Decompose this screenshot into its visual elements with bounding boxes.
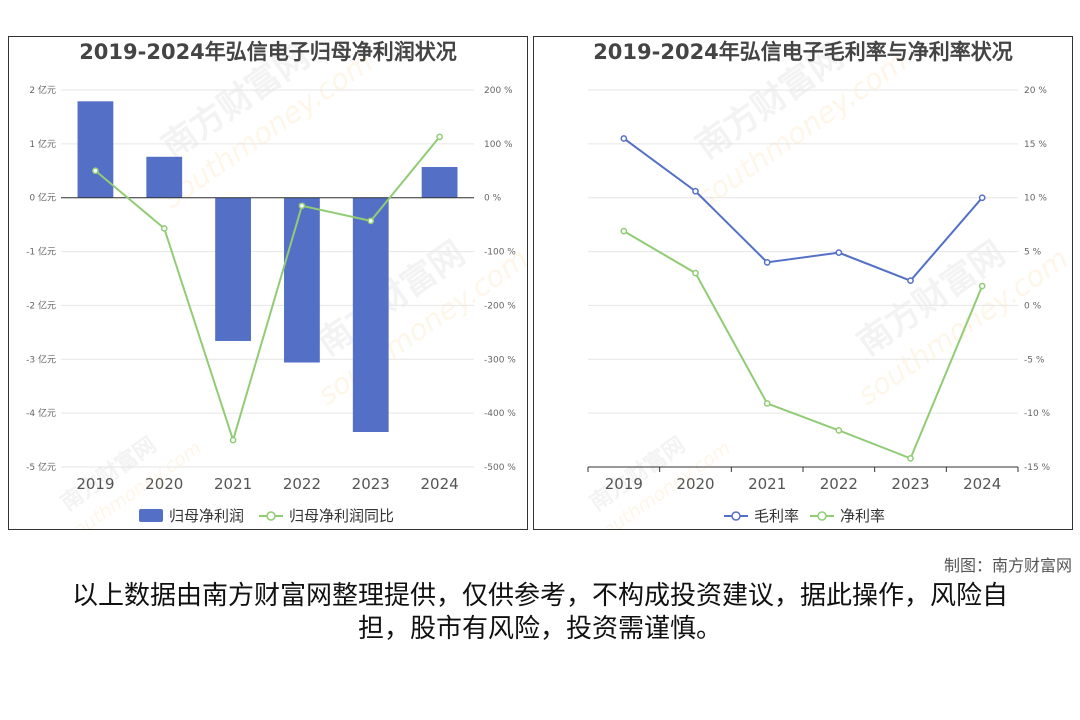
y-left-tick-label: -1 亿元 <box>26 246 56 258</box>
y-left-tick-label: 2 亿元 <box>29 84 56 96</box>
x-tick-label: 2021 <box>214 475 252 493</box>
y-left-tick-label: -5 亿元 <box>26 461 56 473</box>
legend-marker-net-margin <box>817 511 827 521</box>
y-right-tick-label: -400 % <box>484 409 516 419</box>
margin-chart-panel: 南方财富网 southmoney.com 南方财富网 southmoney.com 南方… <box>533 36 1073 530</box>
gross-margin-point-2024 <box>978 194 986 202</box>
gross-margin-point-2020 <box>692 187 699 195</box>
watermark: 南方财富网southmoney.com南方财富网southmoney.com南方… <box>585 37 1072 529</box>
legend-label-gross-margin: 毛利率 <box>754 507 799 525</box>
net-profit-chart-panel: 南方财富网 southmoney.com 南方财富网 southmoney.com 南方… <box>8 36 528 530</box>
legend-swatch-net-profit <box>139 509 163 522</box>
chart-title: 2019-2024年弘信电子归母净利润状况 <box>79 40 457 64</box>
y-right-tick-label: -500 % <box>484 463 516 473</box>
net-margin-point-2021 <box>763 400 771 407</box>
y-right-tick-label: -5 % <box>1024 355 1045 365</box>
y-right-tick-label: 100 % <box>484 140 513 150</box>
legend-marker-gross-margin <box>731 511 741 521</box>
net-margin-point-2024 <box>978 282 986 290</box>
bar-2021 <box>215 197 251 341</box>
legend-label-yoy: 归母净利润同比 <box>289 507 394 525</box>
yoy-point-2021 <box>229 436 237 444</box>
y-right-tick-label: -15 % <box>1024 463 1051 473</box>
x-tick-label: 2020 <box>145 475 183 493</box>
series-line-net-margin <box>623 230 984 460</box>
y-right-tick-label: 5 % <box>1024 248 1042 258</box>
chart-credit: 制图：南方财富网 <box>943 556 1072 575</box>
y-right-tick-label: 15 % <box>1024 140 1047 150</box>
y-left-tick-label: 0 亿元 <box>29 192 56 204</box>
y-right-tick-label: -10 % <box>1024 409 1051 419</box>
chart-title: 2019-2024年弘信电子毛利率与净利率状况 <box>593 40 1013 64</box>
x-tick-label: 2023 <box>891 475 929 493</box>
yoy-point-2023 <box>367 217 375 225</box>
net-profit-chart: 南方财富网southmoney.com南方财富网southmoney.com南方… <box>26 37 527 529</box>
bar-2024 <box>421 167 458 198</box>
net-margin-point-2019 <box>620 227 628 235</box>
bar-2020 <box>146 156 183 198</box>
yoy-point-2020 <box>160 225 168 232</box>
x-tick-label: 2024 <box>963 475 1001 493</box>
x-tick-label: 2023 <box>352 475 390 493</box>
yoy-point-2019 <box>92 167 99 175</box>
legend-label-net-margin: 净利率 <box>840 507 885 525</box>
disclaimer-text: 以上数据由南方财富网整理提供，仅供参考，不构成投资建议，据此操作，风险自担，股市… <box>71 581 1008 644</box>
y-right-tick-label: 20 % <box>1024 86 1047 96</box>
yoy-line <box>94 136 441 444</box>
series-line-gross-margin <box>623 137 983 282</box>
gross-margin-point-2023 <box>907 277 914 285</box>
x-tick-label: 2024 <box>420 475 458 493</box>
x-tick-label: 2021 <box>748 475 786 493</box>
net-margin-point-2022 <box>835 427 843 434</box>
bar-2023 <box>352 197 389 432</box>
y-right-tick-label: 10 % <box>1024 194 1047 204</box>
x-tick-label: 2019 <box>76 475 114 493</box>
y-right-tick-label: -200 % <box>484 301 516 311</box>
gross-margin-point-2022 <box>835 249 843 256</box>
legend-marker-yoy <box>266 511 276 521</box>
x-tick-label: 2022 <box>820 475 858 493</box>
gross-margin-point-2021 <box>763 258 771 266</box>
net-margin-point-2023 <box>907 455 914 462</box>
x-tick-label: 2020 <box>676 475 714 493</box>
y-right-tick-label: -300 % <box>484 355 516 365</box>
y-right-tick-label: 0 % <box>1024 301 1042 311</box>
bar-2019 <box>77 101 114 198</box>
margin-chart: 南方财富网southmoney.com南方财富网southmoney.com南方… <box>585 37 1072 529</box>
gross-margin-point-2019 <box>620 135 628 142</box>
yoy-point-2022 <box>298 202 306 210</box>
y-left-tick-label: -3 亿元 <box>26 353 56 365</box>
y-left-tick-label: -2 亿元 <box>26 299 56 311</box>
net-margin-point-2020 <box>692 269 699 277</box>
y-left-tick-label: -4 亿元 <box>26 407 56 419</box>
legend-label-net-profit: 归母净利润 <box>169 507 244 525</box>
bar-2022 <box>284 197 320 363</box>
y-right-tick-label: 200 % <box>484 86 513 96</box>
y-right-tick-label: 0 % <box>484 194 502 204</box>
yoy-point-2024 <box>436 133 443 141</box>
x-tick-label: 2022 <box>283 475 321 493</box>
y-left-tick-label: 1 亿元 <box>29 138 56 150</box>
x-tick-label: 2019 <box>605 475 643 493</box>
y-right-tick-label: -100 % <box>484 248 516 258</box>
